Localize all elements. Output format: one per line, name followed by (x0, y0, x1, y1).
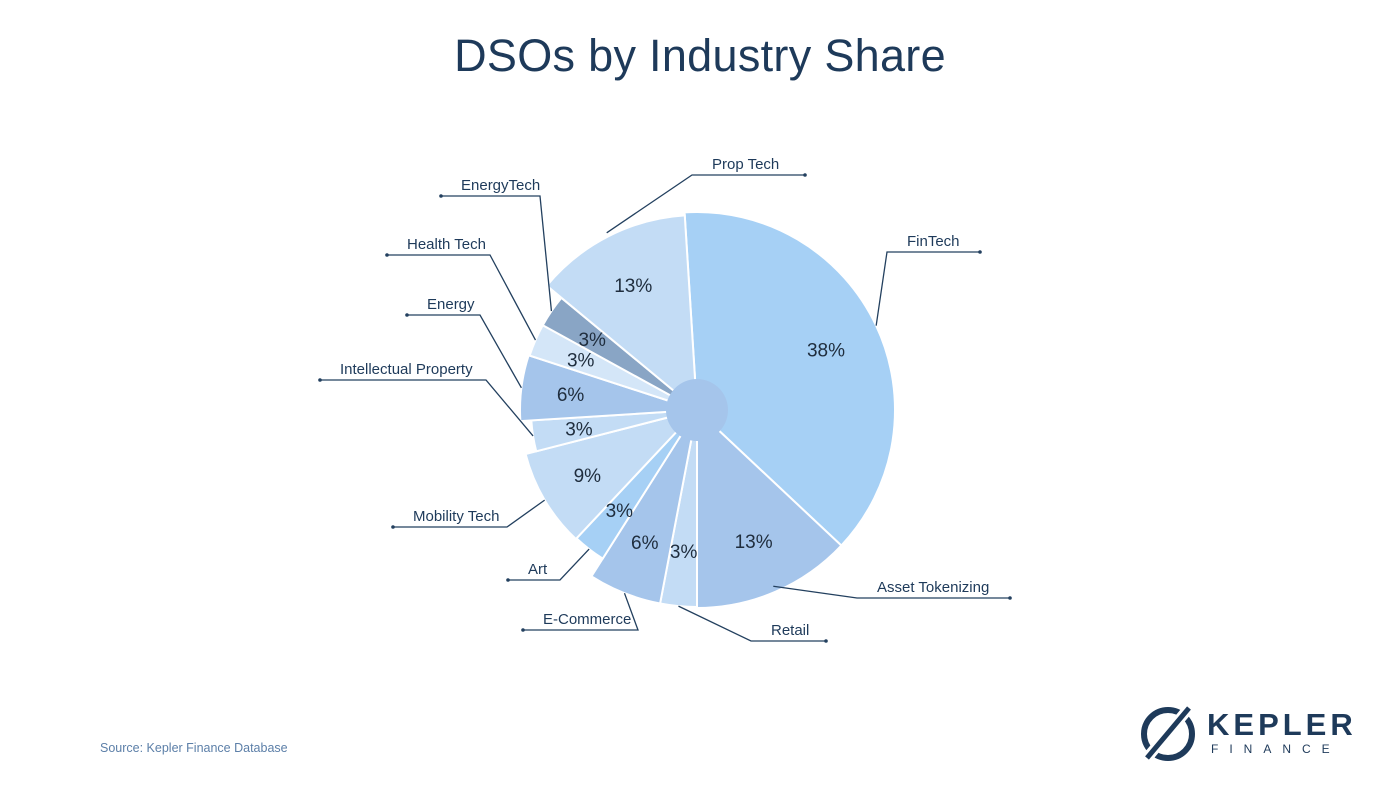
slice-value-label: 3% (578, 330, 606, 351)
slice-value-label: 3% (606, 501, 634, 522)
callout-line (387, 254, 537, 341)
kepler-logo-icon (1141, 704, 1195, 762)
logo-subtitle: FINANCE (1211, 742, 1341, 756)
callout-line (508, 548, 590, 581)
pie-slice-asset-tokenizing (696, 407, 843, 610)
pie-slice-e-commerce (590, 409, 698, 605)
slice-category-label: Energy (427, 296, 475, 313)
callout-dot (506, 578, 510, 582)
callout-dot (439, 194, 443, 198)
callout-dot (521, 628, 525, 632)
callout-line (407, 314, 522, 389)
pie-slice-mobility-tech (524, 408, 701, 541)
callout-line (875, 251, 980, 326)
pie-slice-fintech (683, 211, 896, 547)
slice-category-label: Health Tech (407, 236, 486, 253)
callout-line (441, 195, 553, 312)
slice-value-label: 13% (614, 276, 652, 297)
slice-value-label: 3% (670, 542, 698, 563)
slice-category-label: FinTech (907, 233, 960, 250)
slice-value-labels: 38%13%3%6%3%9%3%6%3%3%13% (557, 276, 845, 563)
slice-value-label: 3% (565, 420, 593, 441)
slice-value-label: 38% (807, 340, 845, 361)
callout-dot (824, 639, 828, 643)
slice-value-label: 6% (557, 385, 585, 406)
pie-slices (519, 211, 896, 610)
logo-wordmark: KEPLER (1207, 707, 1357, 742)
callout-line (606, 174, 805, 234)
slice-category-label: Mobility Tech (413, 508, 499, 525)
slice-category-label: E-Commerce (543, 611, 631, 628)
slice-value-label: 13% (735, 532, 773, 553)
source-note: Source: Kepler Finance Database (100, 741, 288, 755)
slice-callouts: FinTech Asset Tokenizing Retail E-Commerce A… (318, 156, 1012, 643)
kepler-finance-logo: KEPLER FINANCE (1135, 700, 1353, 765)
slice-category-label: Retail (771, 622, 809, 639)
slice-category-label: Intellectual Property (340, 361, 473, 378)
callout-dot (1008, 596, 1012, 600)
callout-line (678, 605, 826, 642)
callout-dot (385, 253, 389, 257)
callout-line (320, 379, 534, 437)
chart-title: DSOs by Industry Share (454, 30, 946, 81)
pie-center (666, 379, 728, 441)
slice-category-label: EnergyTech (461, 177, 540, 194)
callout-dot (405, 313, 409, 317)
slice-value-label: 6% (631, 533, 659, 554)
callout-dot (318, 378, 322, 382)
callout-line (523, 592, 639, 631)
pie-slice-prop-tech (545, 214, 699, 413)
callout-dot (391, 525, 395, 529)
callout-dot (803, 173, 807, 177)
slice-category-label: Art (528, 561, 548, 578)
slice-category-label: Asset Tokenizing (877, 579, 989, 596)
slice-category-label: Prop Tech (712, 156, 779, 173)
slice-value-label: 3% (567, 351, 595, 372)
slice-value-label: 9% (574, 466, 602, 487)
callout-dot (978, 250, 982, 254)
callout-line (393, 499, 546, 528)
callout-line (773, 585, 1010, 599)
